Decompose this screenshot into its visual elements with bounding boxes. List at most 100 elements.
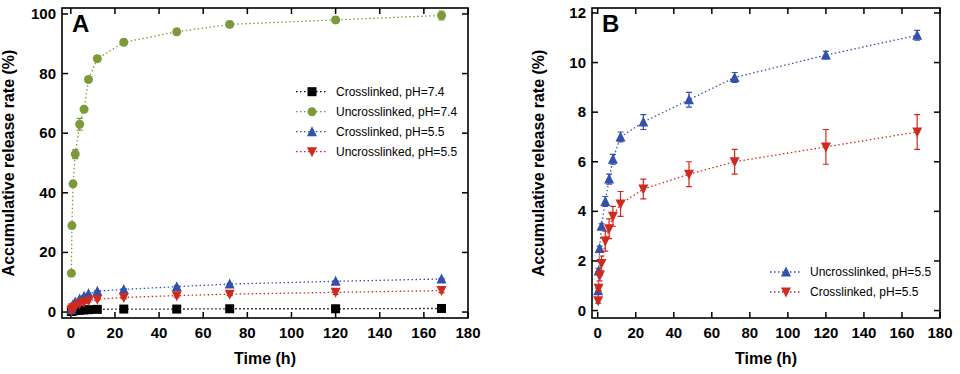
marker [437, 304, 446, 313]
y-tick-right [462, 311, 468, 313]
y-tick-label: 0 [48, 303, 56, 320]
x-tick-top [291, 8, 293, 14]
marker [912, 128, 922, 138]
x-tick-label: 180 [927, 324, 952, 341]
marker [912, 30, 922, 40]
legend-marker [307, 126, 317, 136]
y-tick-label: 0 [578, 302, 586, 319]
x-tick-top [749, 8, 751, 14]
marker [730, 72, 740, 82]
x-tick [711, 312, 713, 318]
x-tick-label: 40 [665, 324, 682, 341]
marker [608, 154, 618, 164]
x-tick [597, 312, 599, 318]
marker [594, 284, 604, 294]
y-tick-right [934, 12, 940, 14]
marker [225, 304, 234, 313]
x-tick-top [635, 8, 637, 14]
x-tick-label: 180 [455, 324, 480, 341]
series-line [71, 291, 441, 311]
x-tick-label: 120 [323, 324, 348, 341]
x-tick-top [901, 8, 903, 14]
marker [821, 142, 831, 152]
marker [437, 11, 446, 20]
y-tick-label: 10 [569, 54, 586, 71]
y-tick [62, 252, 68, 254]
y-tick-right [462, 73, 468, 75]
marker [331, 288, 341, 298]
x-tick-top [202, 8, 204, 14]
legend-marker [308, 107, 317, 116]
y-tick-label: 20 [39, 243, 56, 260]
y-tick-right [934, 111, 940, 113]
x-tick [635, 312, 637, 318]
y-tick [592, 62, 598, 64]
x-tick-label: 60 [195, 324, 212, 341]
x-tick-top [335, 8, 337, 14]
x-tick-top [114, 8, 116, 14]
x-tick [863, 312, 865, 318]
x-tick-top [787, 8, 789, 14]
marker [437, 273, 447, 283]
x-tick [114, 312, 116, 318]
plot-data [66, 11, 446, 316]
x-tick [423, 312, 425, 318]
legend-label: Crosslinked, pH=5.5 [336, 125, 445, 139]
y-tick-label: 60 [39, 124, 56, 141]
legend-label: Crosslinked, pH=5.5 [810, 285, 919, 299]
marker [638, 185, 648, 195]
marker [119, 38, 128, 47]
marker [172, 27, 181, 36]
y-tick-label: 40 [39, 184, 56, 201]
x-tick-top [379, 8, 381, 14]
y-tick-right [934, 62, 940, 64]
x-tick [291, 312, 293, 318]
x-tick [202, 312, 204, 318]
y-tick-label: 100 [31, 5, 56, 22]
legend-label: Crosslinked, pH=7.4 [336, 85, 445, 99]
y-tick-right [934, 260, 940, 262]
x-tick-label: 140 [851, 324, 876, 341]
y-tick-right [462, 252, 468, 254]
marker [84, 75, 93, 84]
x-tick-label: 80 [239, 324, 256, 341]
marker [172, 305, 181, 314]
marker [225, 20, 234, 29]
y-tick [592, 310, 598, 312]
x-tick-label: 20 [627, 324, 644, 341]
y-tick-label: 80 [39, 65, 56, 82]
x-tick-top [158, 8, 160, 14]
marker [84, 305, 93, 314]
legend-marker [307, 147, 317, 157]
marker [331, 15, 340, 24]
x-tick-label: 0 [67, 324, 75, 341]
legend-label: Uncrosslinked, pH=7.4 [336, 105, 457, 119]
x-tick [749, 312, 751, 318]
x-tick-top [423, 8, 425, 14]
marker [616, 131, 626, 141]
x-tick-label: 0 [594, 324, 602, 341]
marker [93, 305, 102, 314]
y-tick-right [462, 13, 468, 15]
marker [597, 259, 607, 269]
plot-frame [592, 8, 940, 318]
x-tick-label: 100 [279, 324, 304, 341]
series-line [598, 35, 917, 290]
marker [93, 54, 102, 63]
x-tick-label: 60 [703, 324, 720, 341]
plot-frame [62, 8, 468, 318]
marker [83, 296, 93, 306]
panel-label: A [72, 10, 89, 37]
x-tick-label: 40 [151, 324, 168, 341]
x-axis-title: Time (h) [234, 350, 296, 367]
x-tick-label: 120 [813, 324, 838, 341]
x-tick [787, 312, 789, 318]
marker [600, 196, 610, 206]
marker [684, 170, 694, 180]
y-tick [592, 12, 598, 14]
marker [225, 279, 235, 289]
y-axis-title: Accumulative release rate (%) [530, 50, 547, 277]
marker [172, 291, 182, 301]
y-tick-right [934, 211, 940, 213]
y-tick [592, 211, 598, 213]
